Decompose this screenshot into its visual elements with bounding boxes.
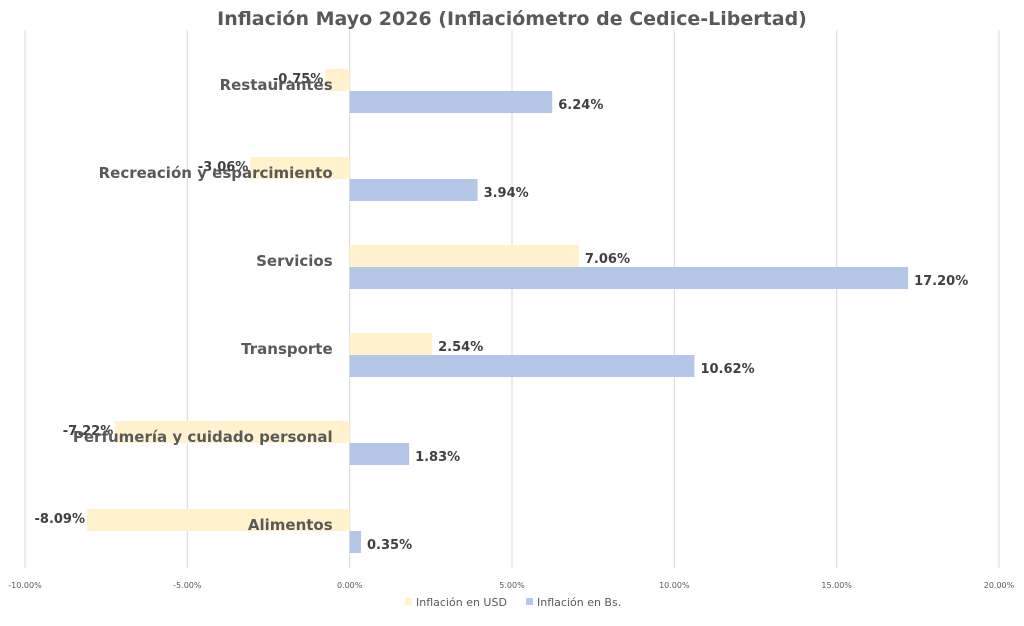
value-label-usd: -0.75% (273, 72, 324, 87)
bar-usd (325, 69, 350, 91)
legend-swatch-bs (526, 598, 533, 605)
value-label-bs: 10.62% (700, 362, 754, 377)
value-label-usd: 2.54% (438, 340, 483, 355)
value-label-usd: 7.06% (585, 252, 630, 267)
value-label-bs: 0.35% (367, 538, 412, 553)
x-tick-label: -5.00% (173, 581, 202, 590)
value-label-bs: 1.83% (415, 450, 460, 465)
x-tick-label: 10.00% (659, 581, 690, 590)
value-label-usd: -7.22% (63, 424, 114, 439)
category-label: Transporte (241, 340, 333, 358)
bar-bs (349, 267, 909, 289)
legend-label-bs: Inflación en Bs. (537, 596, 621, 609)
value-label-usd: -3.06% (198, 160, 249, 175)
bar-usd (115, 421, 350, 443)
bar-usd (349, 245, 579, 267)
bar-bs (349, 91, 553, 113)
bar-bs (349, 531, 362, 553)
bar-bs (349, 443, 410, 465)
category-label: Restaurantes (220, 76, 333, 94)
x-tick-label: 15.00% (821, 581, 852, 590)
value-label-bs: 6.24% (558, 98, 603, 113)
category-label: Perfumería y cuidado personal (73, 428, 333, 446)
value-label-bs: 3.94% (484, 186, 529, 201)
bar-bs (349, 355, 695, 377)
category-label: Servicios (256, 252, 333, 270)
bar-usd (349, 333, 433, 355)
x-tick-label: -10.00% (8, 581, 42, 590)
category-label: Recreación y esparcimiento (99, 164, 333, 182)
chart-title: Inflación Mayo 2026 (Inflaciómetro de Ce… (217, 8, 807, 30)
legend-label-usd: Inflación en USD (416, 596, 507, 609)
x-tick-label: 5.00% (499, 581, 525, 590)
value-label-usd: -8.09% (35, 512, 86, 527)
x-tick-label: 0.00% (337, 581, 363, 590)
bar-usd (87, 509, 350, 531)
legend-swatch-usd (405, 598, 412, 605)
bar-bs (349, 179, 478, 201)
value-label-bs: 17.20% (914, 274, 968, 289)
x-tick-label: 20.00% (984, 581, 1015, 590)
category-label: Alimentos (248, 516, 333, 534)
bar-usd (250, 157, 350, 179)
